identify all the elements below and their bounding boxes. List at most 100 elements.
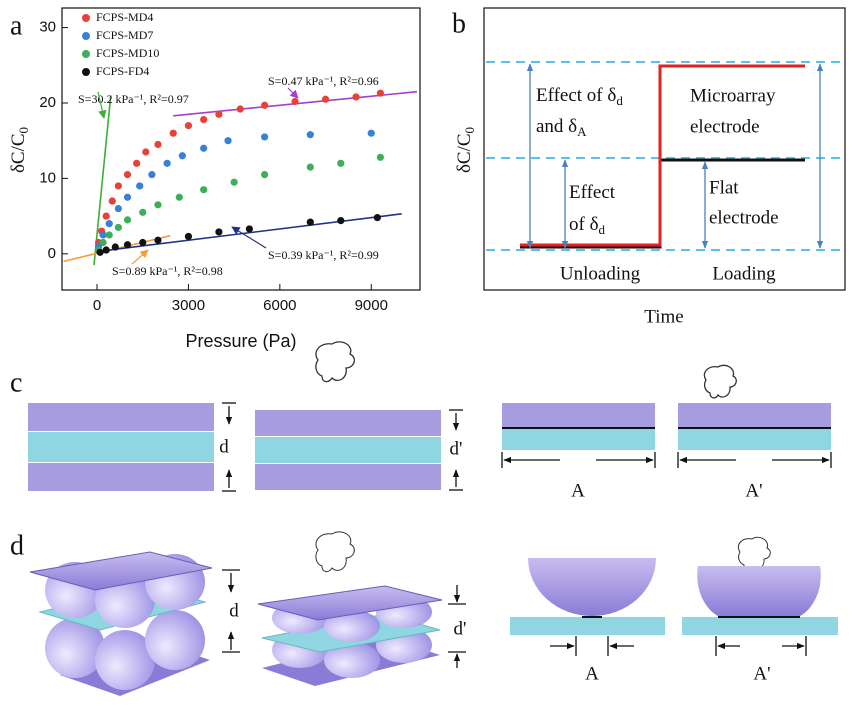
- point: [224, 137, 232, 145]
- point: [200, 144, 208, 152]
- schematic-frame: [483, 7, 846, 291]
- fit-annotation: S=0.89 kPa⁻¹, R²=0.98: [112, 264, 223, 278]
- legend-label: FCPS-MD10: [96, 46, 159, 60]
- legend-marker: [82, 14, 90, 22]
- point: [123, 216, 132, 224]
- y-tick-label: 0: [48, 245, 56, 262]
- point: [245, 225, 253, 233]
- panel-label: b: [452, 8, 466, 39]
- point: [163, 159, 171, 167]
- top-plate: [29, 551, 213, 591]
- fit-line: [96, 213, 402, 253]
- annotation: Effect of δd: [536, 85, 623, 108]
- point: [96, 248, 104, 256]
- point: [306, 131, 314, 139]
- dome: [45, 618, 105, 678]
- point: [184, 232, 193, 241]
- electrode: [502, 403, 655, 427]
- point: [230, 178, 238, 186]
- annotation: electrode: [709, 207, 779, 228]
- x-axis-title: Pressure (Pa): [185, 331, 296, 351]
- annotation-text: Effect: [569, 182, 616, 203]
- fit-annotation: S=0.39 kPa⁻¹, R²=0.99: [268, 248, 379, 262]
- point: [133, 159, 141, 167]
- point: [367, 129, 375, 137]
- annotation-text: Effect of δ: [536, 85, 616, 106]
- hand-icon: [315, 341, 356, 383]
- dome: [324, 610, 380, 642]
- x-tick-label: 6000: [263, 297, 296, 314]
- figure-body: a b c d Pressure (Pa) δC/C0 δC/C0 Time E…: [8, 7, 846, 696]
- point: [376, 153, 384, 161]
- point: [148, 171, 156, 179]
- legend-label: FCPS-MD4: [96, 10, 153, 24]
- phase-label: Loading: [712, 263, 776, 284]
- y-axis-title: δC/C0: [454, 127, 477, 173]
- x-tick-label: 9000: [355, 297, 388, 314]
- point: [261, 101, 269, 109]
- point: [142, 148, 150, 156]
- point: [114, 223, 122, 232]
- point: [123, 193, 132, 201]
- annotation-arrow: [287, 87, 299, 99]
- point: [123, 241, 132, 249]
- point: [376, 89, 384, 97]
- y-axis-title: δC/C0: [8, 127, 31, 173]
- legend-marker: [82, 32, 90, 40]
- point: [291, 97, 299, 106]
- panel-label: c: [10, 367, 22, 398]
- point: [108, 197, 116, 205]
- point: [102, 246, 110, 254]
- point: [215, 228, 223, 236]
- electrode: [255, 464, 441, 490]
- point: [111, 243, 119, 251]
- point: [261, 133, 269, 141]
- point: [215, 110, 223, 118]
- point: [200, 115, 208, 124]
- point: [373, 214, 381, 222]
- y-tick-label: 30: [39, 19, 56, 36]
- annotation-arrow: [97, 91, 107, 119]
- point: [123, 171, 132, 179]
- point: [139, 238, 147, 247]
- point: [114, 182, 122, 190]
- point: [306, 163, 314, 171]
- dielectric: [678, 429, 831, 450]
- gap-label: d: [229, 600, 239, 621]
- top-plate: [257, 585, 443, 621]
- area-label: A: [571, 480, 585, 501]
- point: [175, 193, 183, 201]
- dome: [324, 642, 380, 678]
- annotation: Flat: [709, 177, 739, 198]
- x-tick-label: 0: [93, 297, 101, 314]
- dome-section: [528, 558, 656, 616]
- microarray-response: [520, 64, 805, 247]
- annotation-text: and δ: [536, 116, 577, 137]
- point: [154, 201, 162, 209]
- legend-marker: [82, 68, 90, 76]
- area-label: A: [585, 663, 599, 684]
- dielectric: [28, 432, 214, 462]
- annotation-arrow: [131, 249, 149, 265]
- fit-line: [93, 95, 112, 266]
- annotation: electrode: [690, 116, 760, 137]
- fit-annotation: S=0.47 kPa⁻¹, R²=0.96: [268, 74, 379, 88]
- point: [337, 217, 345, 225]
- annotation-sub: d: [616, 93, 623, 108]
- annotation: Microarray: [690, 85, 776, 106]
- y-axis-title-text: δC/C: [8, 133, 29, 173]
- y-title-text: δC/C: [454, 133, 475, 173]
- point: [99, 238, 107, 247]
- point: [105, 220, 113, 228]
- gap-label: d': [450, 438, 463, 459]
- dome-section: [697, 566, 821, 616]
- phase-label: Unloading: [560, 263, 641, 284]
- plot-frame: [61, 7, 421, 291]
- point: [169, 129, 177, 137]
- dielectric: [255, 437, 441, 463]
- hand-icon: [703, 364, 737, 399]
- gap-label: d': [454, 618, 467, 639]
- point: [352, 93, 360, 101]
- dielectric: [510, 617, 665, 635]
